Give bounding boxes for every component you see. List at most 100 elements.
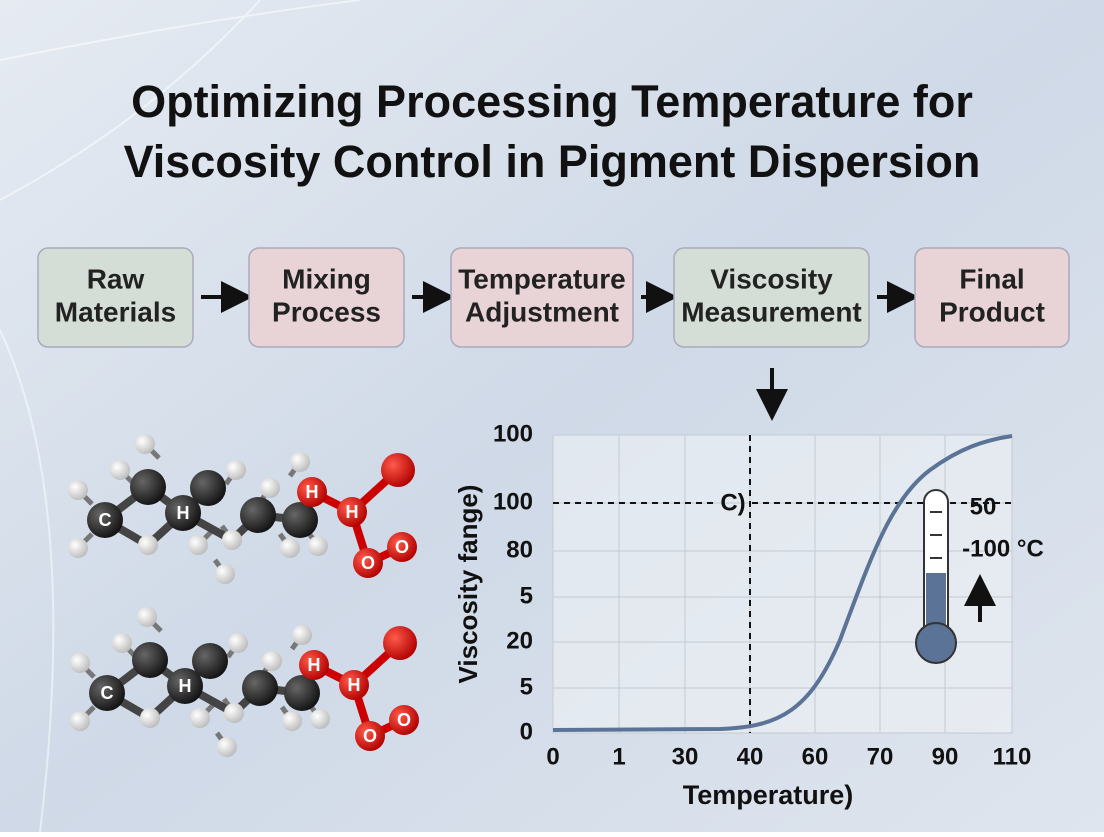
hydrogen-atom [190,708,210,728]
oxygen-atom [299,650,329,680]
atom-label: H [177,503,190,523]
hydrogen-atom [217,737,237,757]
thermometer-bulb [915,622,957,664]
hydrogen-atom [226,460,246,480]
oxygen-atom [353,548,383,578]
oxygen-atom [389,705,419,735]
hydrogen-atom [280,538,300,558]
x-tick-label: 90 [932,743,959,770]
atom-label: H [346,502,359,522]
hydrogen-atom [137,607,157,627]
hydrogen-atom [112,633,132,653]
atom-label: O [397,710,411,730]
hydrogen-atom [140,708,160,728]
atom-label: C [99,510,112,530]
flow-box [673,247,870,348]
y-tick-label: 5 [520,582,533,609]
thermometer-label: -100 °C [962,535,1044,562]
flow-label: Measurement [681,296,862,327]
x-tick-label: 0 [546,743,559,770]
atom-label: O [395,537,409,557]
hydrogen-atom [135,434,155,454]
x-tick-label: 1 [612,743,625,770]
hydrogen-atom [224,703,244,723]
hydrogen-atom [110,460,130,480]
atom-label: H [179,676,192,696]
atom-label: O [361,553,375,573]
y-tick-label: 20 [506,627,533,654]
y-tick-label: 80 [506,536,533,563]
hydrogen-atom [188,535,208,555]
carbon-atom [132,642,168,678]
hydrogen-atom [290,452,310,472]
x-axis-label: Temperature) [683,780,854,810]
carbon-atom [240,497,276,533]
annotation: C) [720,489,745,516]
oxygen-atom [337,497,367,527]
hydrogen-atom [308,536,328,556]
hydrogen-atom [228,633,248,653]
hydrogen-atom [292,625,312,645]
hydrogen-atom [138,535,158,555]
y-tick-label: 100 [493,420,533,447]
carbon-atom [165,495,201,531]
flow-label: Temperature [458,263,626,294]
flow-label: Viscosity [710,263,833,294]
carbon-atom [167,668,203,704]
flow-label: Raw [87,263,145,294]
oxygen-atom [339,670,369,700]
molecule: C H H H OO [68,434,417,584]
title-line: Optimizing Processing Temperature for [131,76,973,127]
carbon-atom [284,675,320,711]
carbon-atom [282,502,318,538]
oxygen-atom [381,453,415,487]
hydrogen-atom [215,564,235,584]
y-tick-label: 0 [520,718,533,745]
flow-label: Adjustment [465,296,619,327]
x-tick-label: 70 [867,743,894,770]
x-tick-label: 60 [802,743,829,770]
carbon-atom [89,675,125,711]
x-tick-label: 40 [737,743,764,770]
atom-label: H [348,675,361,695]
y-axis-label: Viscosity fange) [453,485,483,684]
atom-label: C [101,683,114,703]
hydrogen-atom [68,480,88,500]
flow-box [450,247,634,348]
carbon-atom [192,643,228,679]
hydrogen-atom [70,711,90,731]
hydrogen-atom [68,538,88,558]
atom-label: O [363,726,377,746]
hydrogen-atom [222,530,242,550]
x-tick-label: 110 [993,743,1032,770]
atom-label: H [306,482,319,502]
flow-box [37,247,194,348]
flow-box [914,247,1070,348]
oxygen-atom [355,721,385,751]
flow-label: Mixing [282,263,371,294]
y-tick-label: 100 [493,488,533,515]
curve [552,434,1013,732]
oxygen-atom [383,626,417,660]
carbon-atom [87,502,123,538]
flow-label: Product [939,296,1045,327]
carbon-atom [242,670,278,706]
atom-label: H [308,655,321,675]
hydrogen-atom [282,711,302,731]
y-tick-label: 5 [520,673,533,700]
chart: 100 100 80 5 20 5 00 1 30 40 60 70 90 110 C) Viscosity … [453,420,1044,810]
molecule: C H H H OO [70,607,419,757]
carbon-atom [190,470,226,506]
hydrogen-atom [310,709,330,729]
flow-box [248,247,405,348]
hydrogen-atom [260,478,280,498]
hydrogen-atom [262,651,282,671]
flow-label: Final [959,263,1024,294]
decor [0,0,361,833]
x-tick-label: 30 [672,743,699,770]
carbon-atom [130,469,166,505]
